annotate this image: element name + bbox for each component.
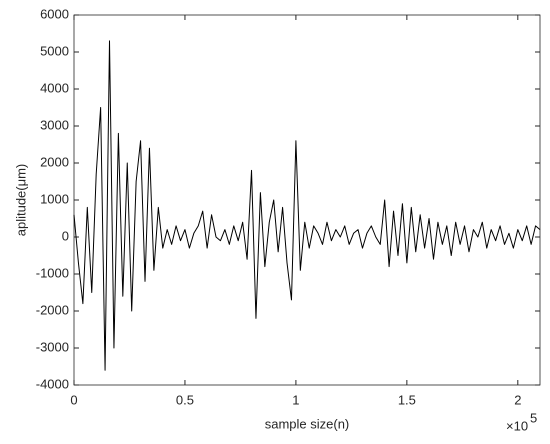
x-scale-base: ×10 bbox=[506, 418, 528, 433]
y-tick-label: 3000 bbox=[40, 117, 69, 132]
y-tick-label: -4000 bbox=[36, 376, 69, 391]
y-axis-label: aplitude(μm) bbox=[13, 164, 28, 237]
x-scale-exponent: 5 bbox=[530, 410, 537, 425]
y-tick-label: -3000 bbox=[36, 339, 69, 354]
x-tick-label: 0.5 bbox=[176, 392, 194, 407]
plot-box bbox=[73, 14, 541, 386]
y-tick-label: 5000 bbox=[40, 43, 69, 58]
x-axis-label: sample size(n) bbox=[265, 416, 350, 431]
data-line bbox=[73, 40, 541, 371]
y-tick-label: -1000 bbox=[36, 265, 69, 280]
y-tick-label: 2000 bbox=[40, 154, 69, 169]
x-tick-label: 2 bbox=[514, 392, 521, 407]
x-tick-label: 1.5 bbox=[398, 392, 416, 407]
x-tick-label: 1 bbox=[292, 392, 299, 407]
x-tick-label: 0 bbox=[70, 392, 77, 407]
y-tick-label: 0 bbox=[62, 228, 69, 243]
y-tick-label: 4000 bbox=[40, 80, 69, 95]
y-tick-label: 6000 bbox=[40, 6, 69, 21]
y-tick-label: 1000 bbox=[40, 191, 69, 206]
y-tick-label: -2000 bbox=[36, 302, 69, 317]
